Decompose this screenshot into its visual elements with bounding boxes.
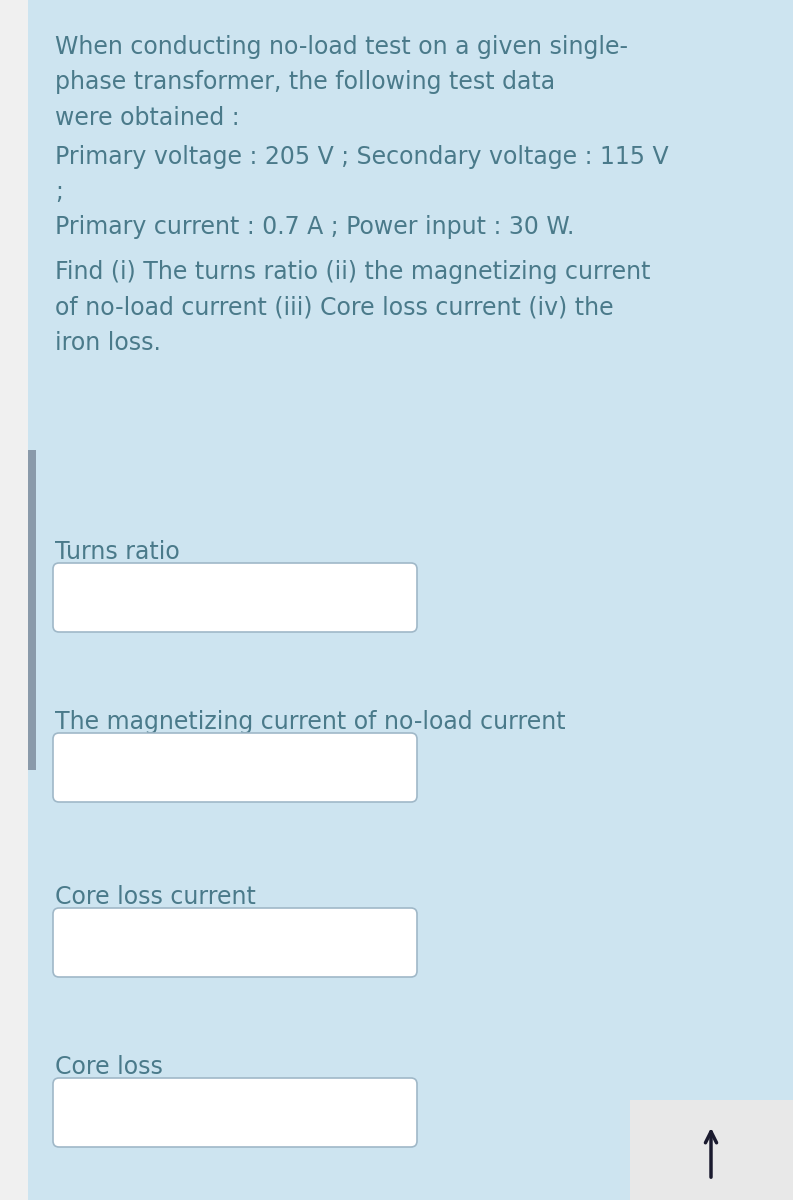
Bar <box>28 450 36 770</box>
Text: When conducting no-load test on a given single-
phase transformer, the following: When conducting no-load test on a given … <box>55 35 628 130</box>
FancyBboxPatch shape <box>53 733 417 802</box>
Text: Turns ratio: Turns ratio <box>55 540 180 564</box>
FancyBboxPatch shape <box>53 908 417 977</box>
Bar <box>630 1100 793 1200</box>
Text: Primary current : 0.7 A ; Power input : 30 W.: Primary current : 0.7 A ; Power input : … <box>55 215 574 239</box>
FancyBboxPatch shape <box>53 1078 417 1147</box>
FancyBboxPatch shape <box>53 563 417 632</box>
Text: Core loss current: Core loss current <box>55 886 256 910</box>
Text: Primary voltage : 205 V ; Secondary voltage : 115 V
;: Primary voltage : 205 V ; Secondary volt… <box>55 145 668 204</box>
Text: Find (i) The turns ratio (ii) the magnetizing current
of no-load current (iii) C: Find (i) The turns ratio (ii) the magnet… <box>55 260 650 355</box>
Text: Core loss: Core loss <box>55 1055 163 1079</box>
Text: The magnetizing current of no-load current: The magnetizing current of no-load curre… <box>55 710 565 734</box>
